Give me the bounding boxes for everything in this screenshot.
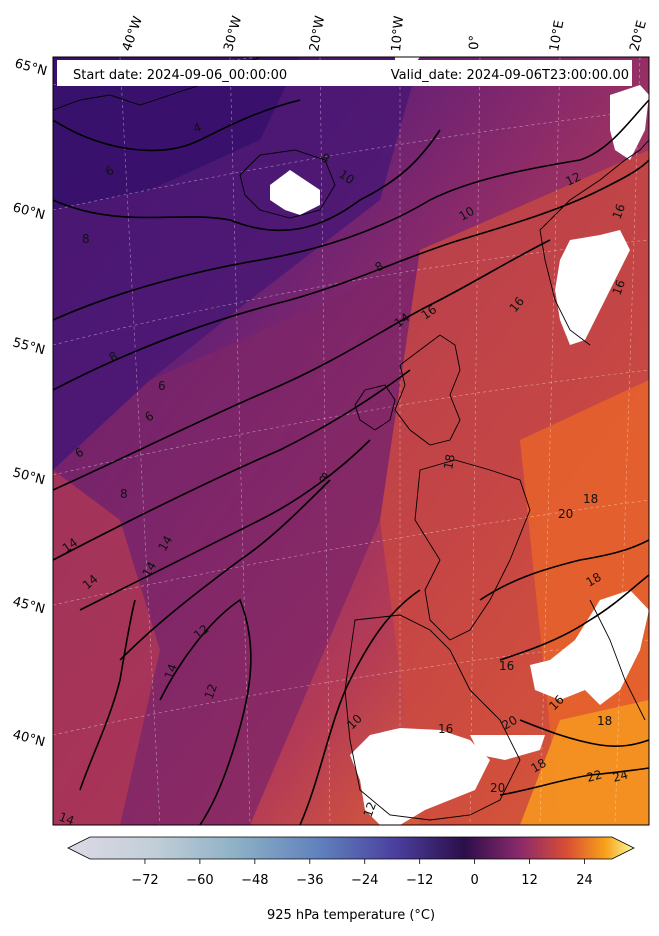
contour-label: 12	[202, 682, 220, 701]
contour-line	[53, 99, 301, 152]
lon-label-10e: 10°E	[547, 19, 567, 52]
contour-label: 16	[610, 202, 628, 221]
contour-label: 14	[139, 559, 159, 579]
contour-line	[53, 99, 649, 321]
contour-line	[159, 598, 252, 825]
contour-labels: 6 4 8 8 10 12 10 8 14 16 16 16 16 8 6 6 …	[57, 120, 630, 828]
contour-line	[79, 599, 136, 791]
contour-label: 18	[597, 714, 612, 728]
lat-label-40n: 40°N	[11, 727, 47, 750]
contour-label: 14	[162, 662, 180, 681]
contour-label: 20	[558, 507, 573, 521]
contour-label: 12	[563, 170, 583, 189]
map-border	[52, 56, 650, 826]
coastline-france	[414, 459, 531, 641]
contour-label: 18	[584, 570, 604, 590]
lon-label-10w: 10°W	[389, 15, 407, 52]
contour-label: 10	[457, 204, 477, 224]
coastline-british-isles	[394, 334, 461, 446]
contour-line	[499, 767, 649, 796]
contour-line	[499, 574, 649, 661]
contour-line	[53, 239, 551, 491]
lat-label-50n: 50°N	[11, 465, 47, 488]
latitude-labels: 65°N 60°N 55°N 50°N 45°N 40°N	[11, 56, 49, 750]
contour-label: 20	[490, 781, 505, 795]
coastline-italy	[589, 599, 646, 721]
mask-iberia	[350, 728, 490, 825]
colorbar-tick-label: −48	[241, 873, 268, 888]
contour-label: 22	[585, 767, 603, 784]
colorbar: −72 −60 −48 −36 −24 −12 0 12 24 925 hPa temperat…	[67, 836, 635, 923]
start-date-label: Start date: 2024-09-06_00:00:00	[73, 68, 287, 83]
valid-date-label: Valid_date: 2024-09-06T23:00:00.00	[391, 68, 629, 83]
lon-label-30w: 30°W	[221, 14, 245, 53]
colorbar-tick-label: −60	[186, 873, 213, 888]
contour-label: 12	[361, 800, 379, 819]
lat-label-60n: 60°N	[11, 200, 47, 223]
contour-label: 16	[610, 278, 628, 297]
lon-label-40w: 40°W	[120, 14, 146, 53]
contour-line	[53, 129, 441, 232]
contour-label: 8	[120, 487, 128, 501]
mask-iceland	[270, 170, 320, 215]
contour-line	[519, 719, 649, 747]
map-panel: 6 4 8 8 10 12 10 8 14 16 16 16 16 8 6 6 …	[53, 57, 649, 828]
coastline-iberia	[344, 614, 521, 821]
colorbar-tick-label: −36	[296, 873, 323, 888]
lon-label-20w: 20°W	[307, 15, 328, 53]
colorbar-ticks: −72 −60 −48 −36 −24 −12 0 12 24	[131, 859, 593, 888]
warm-region-southwest	[53, 470, 160, 825]
contour-label: 14	[155, 533, 175, 553]
contour-line	[53, 159, 649, 391]
lat-label-45n: 45°N	[11, 594, 47, 617]
cool-region-greenland	[53, 57, 300, 210]
contour-label: 8	[82, 232, 90, 246]
hot-region-southeast	[520, 700, 649, 825]
lat-label-55n: 55°N	[11, 335, 47, 358]
contour-label: 4	[191, 120, 203, 136]
contour-label: 18	[583, 492, 598, 506]
contour-label: 18	[441, 453, 457, 470]
coastline-iceland	[239, 149, 336, 219]
temperature-contours	[53, 99, 649, 825]
contour-line	[79, 439, 371, 611]
colorbar-tick-label: 24	[576, 873, 593, 888]
contour-line	[299, 589, 421, 825]
contour-label: 16	[499, 659, 514, 673]
mask-alps	[530, 590, 649, 705]
contour-label: 20	[500, 713, 520, 733]
contour-label: 24	[611, 767, 629, 784]
lon-label-0: 0°	[467, 35, 483, 50]
colorbar-body	[67, 836, 635, 860]
contour-line	[479, 539, 649, 601]
colorbar-tick-label: −12	[406, 873, 433, 888]
colorbar-tick-label: 12	[521, 873, 538, 888]
colorbar-tick-label: 0	[470, 873, 478, 888]
lat-label-65n: 65°N	[13, 56, 49, 79]
contour-line	[119, 479, 331, 661]
lon-label-20e: 20°E	[627, 19, 650, 53]
colorbar-tick-label: −72	[131, 873, 158, 888]
contour-label: 6	[158, 379, 166, 393]
colorbar-label: 925 hPa temperature (°C)	[267, 908, 435, 923]
contour-label: 16	[438, 722, 453, 736]
longitude-labels: 40°W 30°W 20°W 10°W 0° 10°E 20°E	[120, 14, 650, 53]
header-banner	[57, 60, 632, 86]
contour-line	[53, 369, 411, 561]
contour-label: 14	[57, 810, 76, 828]
colorbar-tick-label: −24	[351, 873, 378, 888]
mask-scandinavian-mountains	[555, 230, 630, 345]
mask-iberia-east	[470, 735, 545, 760]
contour-label: 18	[529, 756, 549, 776]
